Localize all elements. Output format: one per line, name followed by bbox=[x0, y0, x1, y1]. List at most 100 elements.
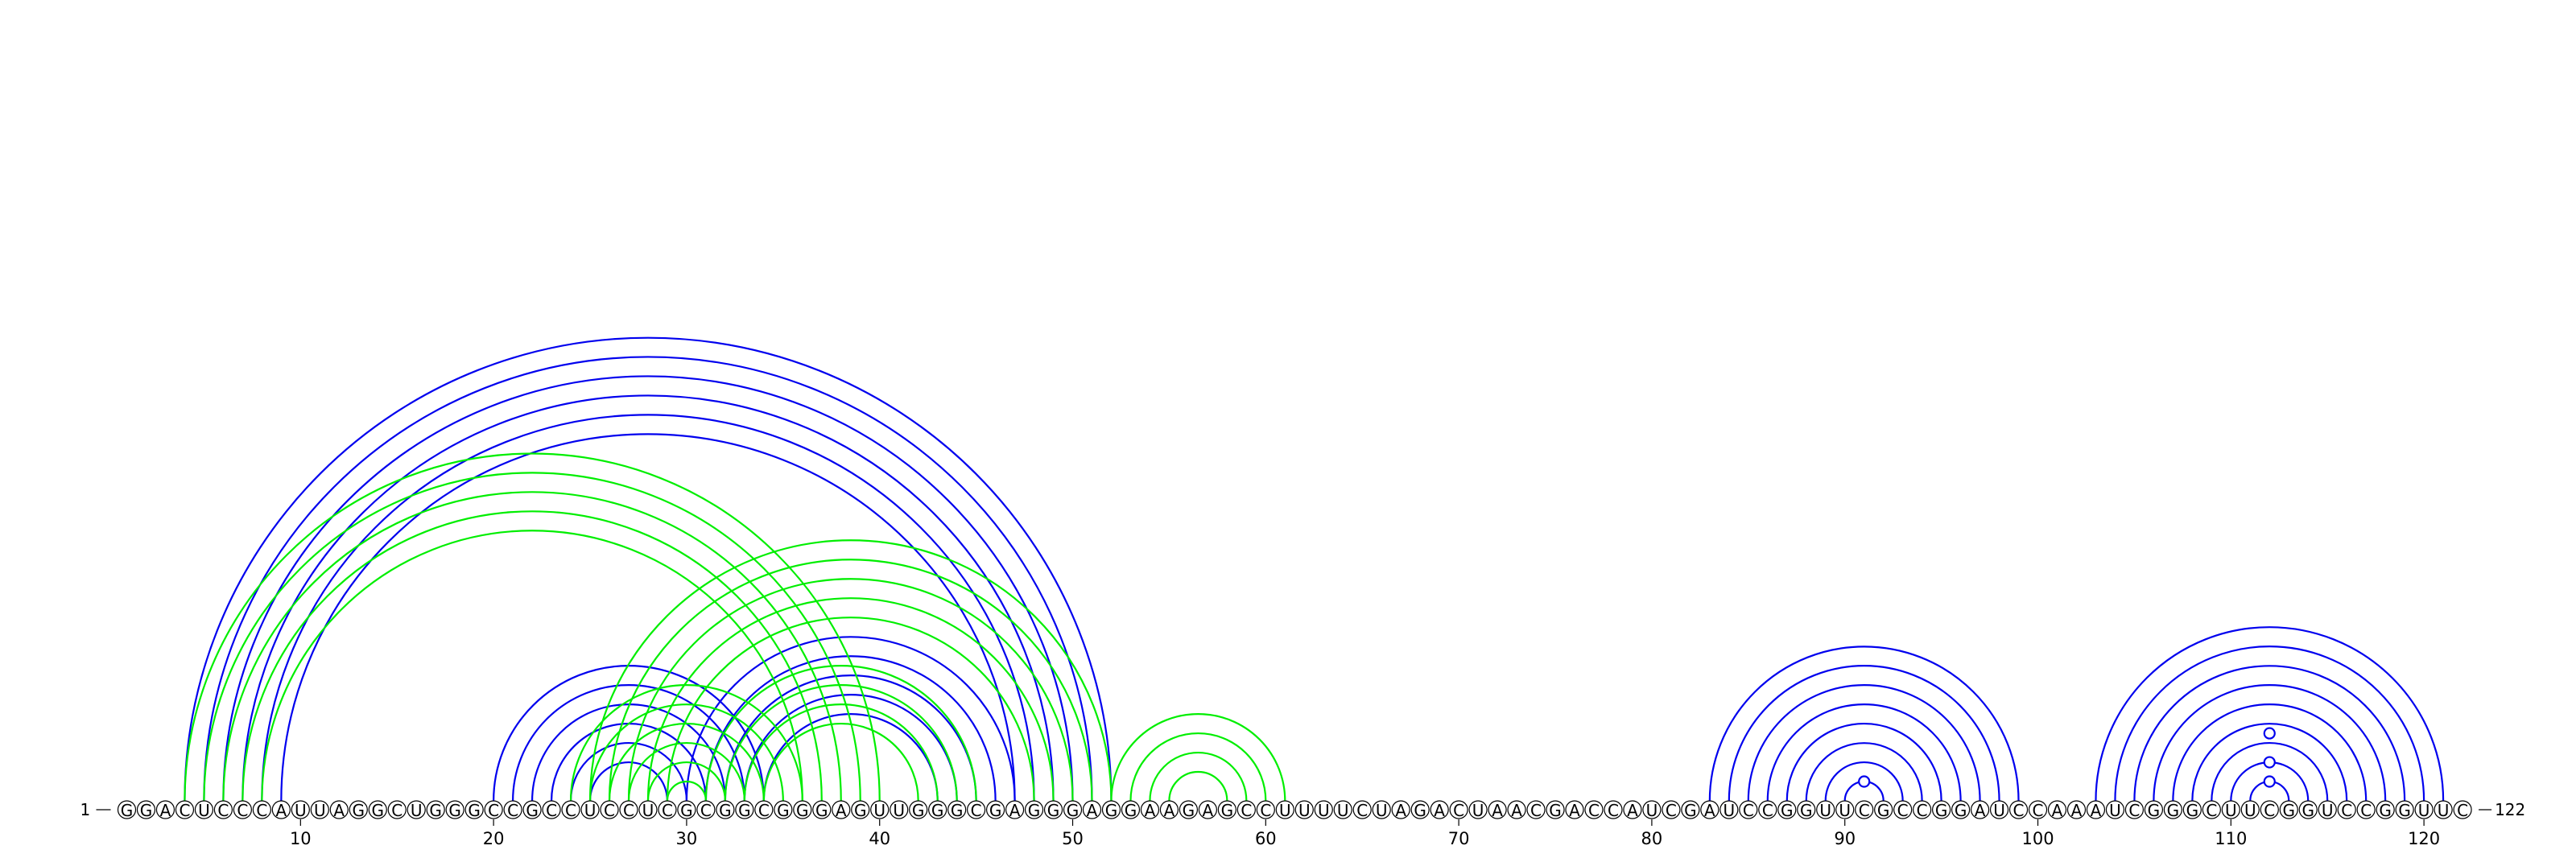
position-axis: 10 20 30 40 50 60 70 80 90 100 110 120 bbox=[290, 819, 2440, 848]
nucleotide-33: G bbox=[735, 800, 754, 820]
nucleotide-letter: U bbox=[2418, 801, 2430, 820]
arc-hairpin-111-104-120 bbox=[2114, 646, 2425, 802]
nucleotide-circle bbox=[1835, 800, 1855, 819]
nucleotide-circle bbox=[349, 800, 368, 819]
nucleotide-letter: G bbox=[1549, 801, 1562, 820]
nucleotide-letter: C bbox=[546, 801, 557, 820]
nucleotide-letter: A bbox=[333, 801, 345, 820]
loop-marker-112-1 bbox=[2263, 775, 2276, 788]
nucleotide-letter: G bbox=[140, 801, 153, 820]
nucleotide-92: G bbox=[1874, 800, 1893, 820]
nucleotide-107: G bbox=[2163, 800, 2182, 820]
nucleotide-circle bbox=[252, 800, 271, 819]
nucleotide-122: C bbox=[2453, 800, 2472, 820]
nucleotide-42: G bbox=[909, 800, 928, 820]
arc-hairpin-90-85-97 bbox=[1747, 684, 1981, 802]
nucleotide-circle bbox=[2066, 800, 2087, 819]
nucleotide-103: A bbox=[2086, 800, 2106, 820]
nucleotide-1: G bbox=[117, 800, 137, 820]
nucleotide-29: C bbox=[658, 800, 677, 820]
nucleotide-circle bbox=[271, 800, 291, 819]
nucleotide-circle bbox=[1294, 800, 1314, 819]
nucleotide-circle bbox=[1275, 800, 1294, 819]
nucleotide-circle bbox=[2124, 800, 2145, 819]
nucleotide-20: C bbox=[484, 800, 503, 820]
nucleotide-circle bbox=[928, 800, 947, 819]
nucleotide-letter: G bbox=[719, 801, 732, 820]
nucleotide-28: U bbox=[638, 800, 658, 820]
nucleotide-letter: A bbox=[1569, 801, 1580, 820]
tick-label-70: 70 bbox=[1448, 829, 1470, 848]
nucleotide-circle bbox=[2260, 800, 2279, 819]
arc-hairpin-90-88-94 bbox=[1805, 741, 1923, 802]
arc-alt-helix-3-28-32 bbox=[646, 761, 726, 802]
nucleotide-119: G bbox=[2395, 800, 2414, 820]
arc-alt-hairpin-56-52-61 bbox=[1110, 712, 1286, 802]
nucleotide-circle bbox=[484, 800, 503, 819]
nucleotide-letter: G bbox=[526, 801, 539, 820]
sequence-end-label: 122 bbox=[2495, 800, 2525, 819]
nucleotide-66: U bbox=[1372, 800, 1391, 820]
nucleotide-78: C bbox=[1604, 800, 1623, 820]
base-pair-arcs bbox=[184, 336, 2445, 802]
loop-marker-91-0 bbox=[1858, 775, 1871, 788]
nucleotide-19: G bbox=[464, 800, 484, 820]
nucleotide-letter: A bbox=[1395, 801, 1406, 820]
nucleotide-letter: A bbox=[1975, 801, 1986, 820]
nucleotide-113: G bbox=[2279, 800, 2298, 820]
nucleotide-41: U bbox=[890, 800, 909, 820]
arc-hairpin-90-89-93 bbox=[1824, 761, 1904, 802]
nucleotide-circle bbox=[175, 800, 195, 819]
nucleotide-circle bbox=[600, 800, 619, 819]
nucleotide-73: A bbox=[1507, 800, 1526, 820]
nucleotide-letter: U bbox=[1376, 801, 1388, 820]
nucleotide-letter: G bbox=[2301, 801, 2314, 820]
nucleotide-letter: G bbox=[951, 801, 964, 820]
nucleotide-117: C bbox=[2356, 800, 2376, 820]
arc-alt-helix-4-34-42 bbox=[762, 723, 919, 802]
nucleotide-letter: G bbox=[680, 801, 693, 820]
nucleotide-69: A bbox=[1430, 800, 1449, 820]
nucleotide-letter: A bbox=[2052, 801, 2063, 820]
nucleotide-circle bbox=[1488, 800, 1507, 819]
loop-marker-112-2 bbox=[2263, 756, 2276, 769]
nucleotide-letter: U bbox=[1337, 801, 1349, 820]
nucleotide-circle bbox=[1024, 800, 1044, 819]
nucleotide-letter: C bbox=[179, 801, 190, 820]
nucleotide-circle bbox=[1410, 800, 1430, 819]
arc-middle-helix-34-43 bbox=[762, 712, 939, 802]
sequence-start-label: 1 bbox=[80, 800, 91, 819]
nucleotide-letter: G bbox=[931, 801, 944, 820]
nucleotide-letter: U bbox=[2438, 801, 2450, 820]
nucleotide-108: G bbox=[2182, 800, 2202, 820]
nucleotide-letter: C bbox=[565, 801, 576, 820]
nucleotide-letter: C bbox=[971, 801, 982, 820]
nucleotide-88: G bbox=[1797, 800, 1816, 820]
nucleotide-circle bbox=[1584, 800, 1604, 819]
nucleotide-letter: C bbox=[1762, 801, 1773, 820]
nucleotide-letter: U bbox=[584, 801, 597, 820]
nucleotide-65: C bbox=[1352, 800, 1372, 820]
nucleotide-3: A bbox=[155, 800, 175, 820]
arc-hairpin-111-106-118 bbox=[2153, 684, 2387, 802]
nucleotide-circle bbox=[1256, 800, 1275, 819]
nucleotide-letter: A bbox=[1009, 801, 1021, 820]
nucleotide-circle bbox=[1681, 800, 1700, 819]
nucleotide-circle bbox=[1314, 800, 1333, 819]
nucleotide-circle bbox=[832, 800, 851, 819]
nucleotide-circle bbox=[1951, 800, 1971, 819]
nucleotide-circle bbox=[1198, 800, 1217, 819]
nucleotide-4: C bbox=[175, 800, 195, 820]
nucleotide-letter: A bbox=[2071, 801, 2083, 820]
arc-long-helix-6-50 bbox=[222, 375, 1074, 802]
nucleotide-circle bbox=[1217, 800, 1236, 819]
nucleotide-letter: G bbox=[353, 801, 365, 820]
nucleotide-circle bbox=[774, 800, 793, 819]
nucleotide-letter: G bbox=[1105, 801, 1118, 820]
nucleotide-circle bbox=[561, 800, 580, 819]
nucleotide-circle bbox=[445, 800, 464, 819]
tick-label-10: 10 bbox=[290, 829, 312, 848]
nucleotide-circle bbox=[2163, 800, 2182, 819]
nucleotide-circle bbox=[329, 800, 349, 819]
